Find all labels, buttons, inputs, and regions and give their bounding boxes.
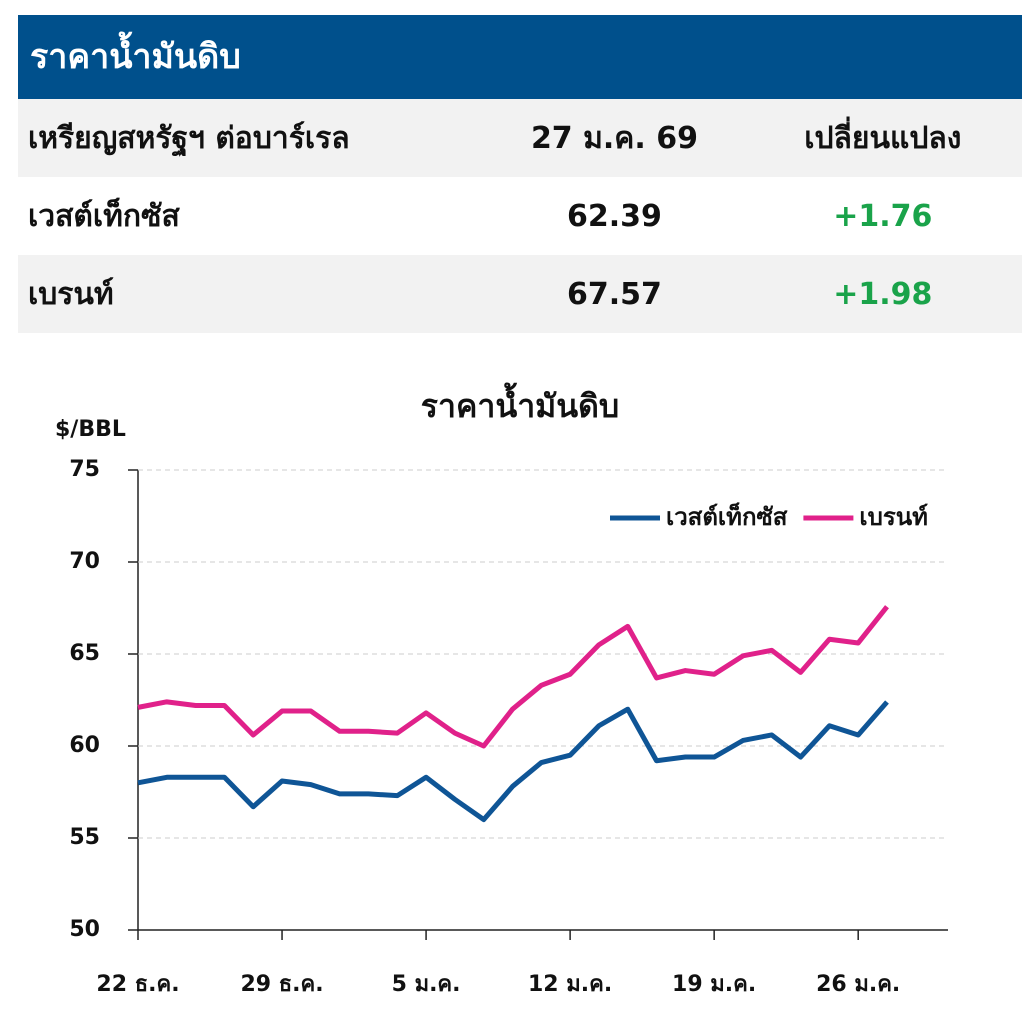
x-tick-label: 29 ธ.ค. <box>240 972 323 997</box>
y-tick-label: 75 <box>69 457 100 482</box>
x-tick-label: 26 ม.ค. <box>816 972 900 997</box>
x-tick-label: 22 ธ.ค. <box>96 972 179 997</box>
cell: +1.98 <box>833 276 933 312</box>
header-row: เหรียญสหรัฐฯ ต่อบาร์เรล 27 ม.ค. 69 เปลี่… <box>18 99 1022 177</box>
table-row: เบรนท์ 67.57 +1.98 <box>18 255 1022 333</box>
price-table: ราคาน้ำมันดิบ เหรียญสหรัฐฯ ต่อบาร์เรล 27… <box>18 15 1022 333</box>
series-line <box>137 700 889 823</box>
cell: เบรนท์ <box>28 276 114 312</box>
header-cell: เหรียญสหรัฐฯ ต่อบาร์เรล <box>28 120 350 156</box>
legend-label: เบรนท์ <box>859 503 928 531</box>
table-row: เวสต์เท็กซัส 62.39 +1.76 <box>18 177 1022 255</box>
y-tick-label: 65 <box>69 641 100 666</box>
y-tick-label: 70 <box>69 549 100 574</box>
header-cell: 27 ม.ค. 69 <box>530 120 698 156</box>
x-tick-label: 19 ม.ค. <box>672 972 756 997</box>
chart-title: ราคาน้ำมันดิบ <box>421 382 619 425</box>
y-axis-label: $/BBL <box>55 417 126 442</box>
y-tick-label: 50 <box>69 917 100 942</box>
cell: +1.76 <box>833 198 933 234</box>
legend-label: เวสต์เท็กซัส <box>666 502 788 531</box>
cell: 62.39 <box>567 198 662 234</box>
y-tick-label: 55 <box>69 825 100 850</box>
cell: เวสต์เท็กซัส <box>28 198 180 234</box>
series-line <box>137 605 889 749</box>
cell: 67.57 <box>567 276 662 312</box>
y-tick-label: 60 <box>69 733 100 758</box>
table-title: ราคาน้ำมันดิบ <box>18 15 1022 99</box>
header-cell: เปลี่ยนแปลง <box>804 120 962 156</box>
x-tick-label: 12 ม.ค. <box>528 972 612 997</box>
x-tick-label: 5 ม.ค. <box>392 972 461 997</box>
